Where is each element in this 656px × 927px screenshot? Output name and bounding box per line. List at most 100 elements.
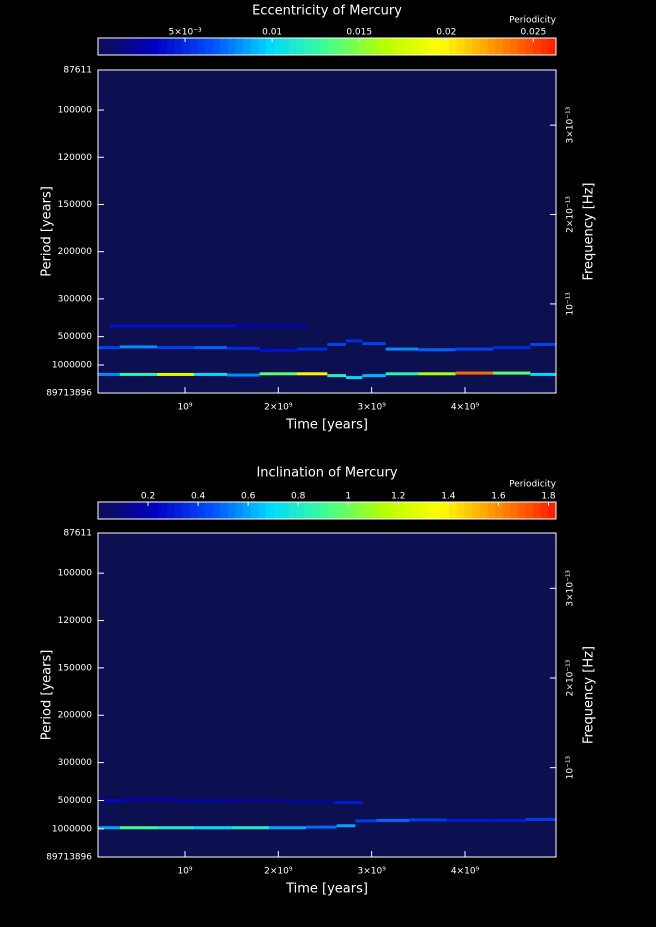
heat-cell [109,324,143,328]
colorbar-swatch [441,502,450,519]
heat-cell [124,797,176,801]
colorbar-swatch [143,502,152,519]
heat-cell [455,371,493,375]
heat-cell [492,346,531,350]
y-tick-label: 1000000 [52,824,92,834]
colorbar-swatch [517,38,526,55]
colorbar-swatch [197,38,206,55]
colorbar-swatch [151,502,160,519]
colorbar-swatch [327,502,336,519]
heat-cell [268,826,307,830]
colorbar-swatch [479,502,488,519]
colorbar-swatch [250,502,259,519]
colorbar-swatch [258,38,267,55]
colorbar-swatch [449,502,458,519]
heat-cell [385,372,419,376]
heat-cell [142,324,190,328]
colorbar-swatch [319,502,328,519]
colorbar-swatch [220,502,229,519]
plot-frame [97,69,557,394]
colorbar-swatch [189,38,198,55]
heat-cell [156,372,195,376]
colorbar-swatch [189,502,198,519]
x-tick-label: 4×10⁹ [451,867,480,877]
x-tick-label: 4×10⁹ [451,403,480,413]
colorbar-swatch [494,38,504,55]
colorbar-swatch [403,38,412,55]
colorbar-tick-label: 0.02 [436,28,456,38]
y-tick-label: 89713896 [46,853,92,863]
colorbar-swatch [304,38,313,55]
colorbar-swatch [265,38,275,55]
heat-cell [345,339,363,343]
colorbar-swatch [235,38,244,55]
heat-cell [194,826,232,830]
y-axis-label: Period [years] [40,650,55,741]
colorbar-swatch [342,502,351,519]
colorbar-swatch [304,502,313,519]
heat-cell [492,371,531,375]
colorbar-swatch [464,38,473,55]
colorbar-swatch [342,38,351,55]
colorbar-tick-label: 5×10⁻³ [169,28,202,38]
heat-cell [306,825,337,829]
colorbar-swatch [464,502,473,519]
heat-cell [156,346,195,350]
heat-cell [296,347,328,351]
colorbar-swatch [395,502,404,519]
y-tick-label: 200000 [58,247,93,257]
y-tick-label: 100000 [58,569,93,579]
y-tick-label: 200000 [58,711,93,721]
colorbar-tick-label: 0.015 [346,28,372,38]
colorbar-swatch [487,38,496,55]
colorbar-swatch [143,38,152,55]
colorbar-swatch [273,502,282,519]
colorbar-swatch [288,38,297,55]
colorbar-swatch [204,38,213,55]
colorbar-swatch [433,38,442,55]
colorbar-swatch [113,502,122,519]
colorbar-swatch [494,502,504,519]
y-tick-label: 500000 [58,332,93,342]
colorbar-swatch [220,38,229,55]
colorbar-swatch [426,502,435,519]
y-tick-label: 120000 [58,616,93,626]
colorbar-swatch [441,38,450,55]
heat-cell [189,324,237,328]
chart-title: Eccentricity of Mercury [252,4,402,19]
colorbar-swatch [372,38,381,55]
y2-tick-label: 3×10⁻¹³ [566,106,576,143]
y-tick-label: 300000 [58,294,93,304]
colorbar-swatch [510,502,519,519]
heat-cell [231,826,269,830]
colorbar-swatch [334,502,343,519]
colorbar-swatch [548,502,557,519]
y2-tick-label: 2×10⁻¹³ [566,659,576,696]
heat-cell [119,345,157,349]
colorbar-swatch [296,502,305,519]
colorbar-swatch [281,38,290,55]
heat-cell [530,342,556,346]
colorbar-tick-label: 1 [345,492,351,502]
colorbar-swatch [159,502,168,519]
heat-cell [119,826,157,830]
x-tick-label: 3×10⁹ [357,403,386,413]
heat-cell [119,372,157,376]
heat-cell [385,347,419,351]
colorbar-swatch [456,38,465,55]
heat-cell [98,798,125,802]
colorbar-swatch [243,38,252,55]
heat-cell [226,373,260,377]
colorbar-swatch [281,502,290,519]
colorbar-swatch [479,38,488,55]
colorbar-tick-label: 0.4 [191,492,206,502]
colorbar-label: Periodicity [509,16,557,26]
colorbar-swatch [258,502,267,519]
colorbar-swatch [540,38,549,55]
heat-cell [455,347,493,351]
colorbar-swatch [174,502,183,519]
colorbar-swatch [418,502,427,519]
heat-cell [259,372,297,376]
x-tick-label: 10⁹ [177,867,192,877]
colorbar-swatch [120,38,130,55]
